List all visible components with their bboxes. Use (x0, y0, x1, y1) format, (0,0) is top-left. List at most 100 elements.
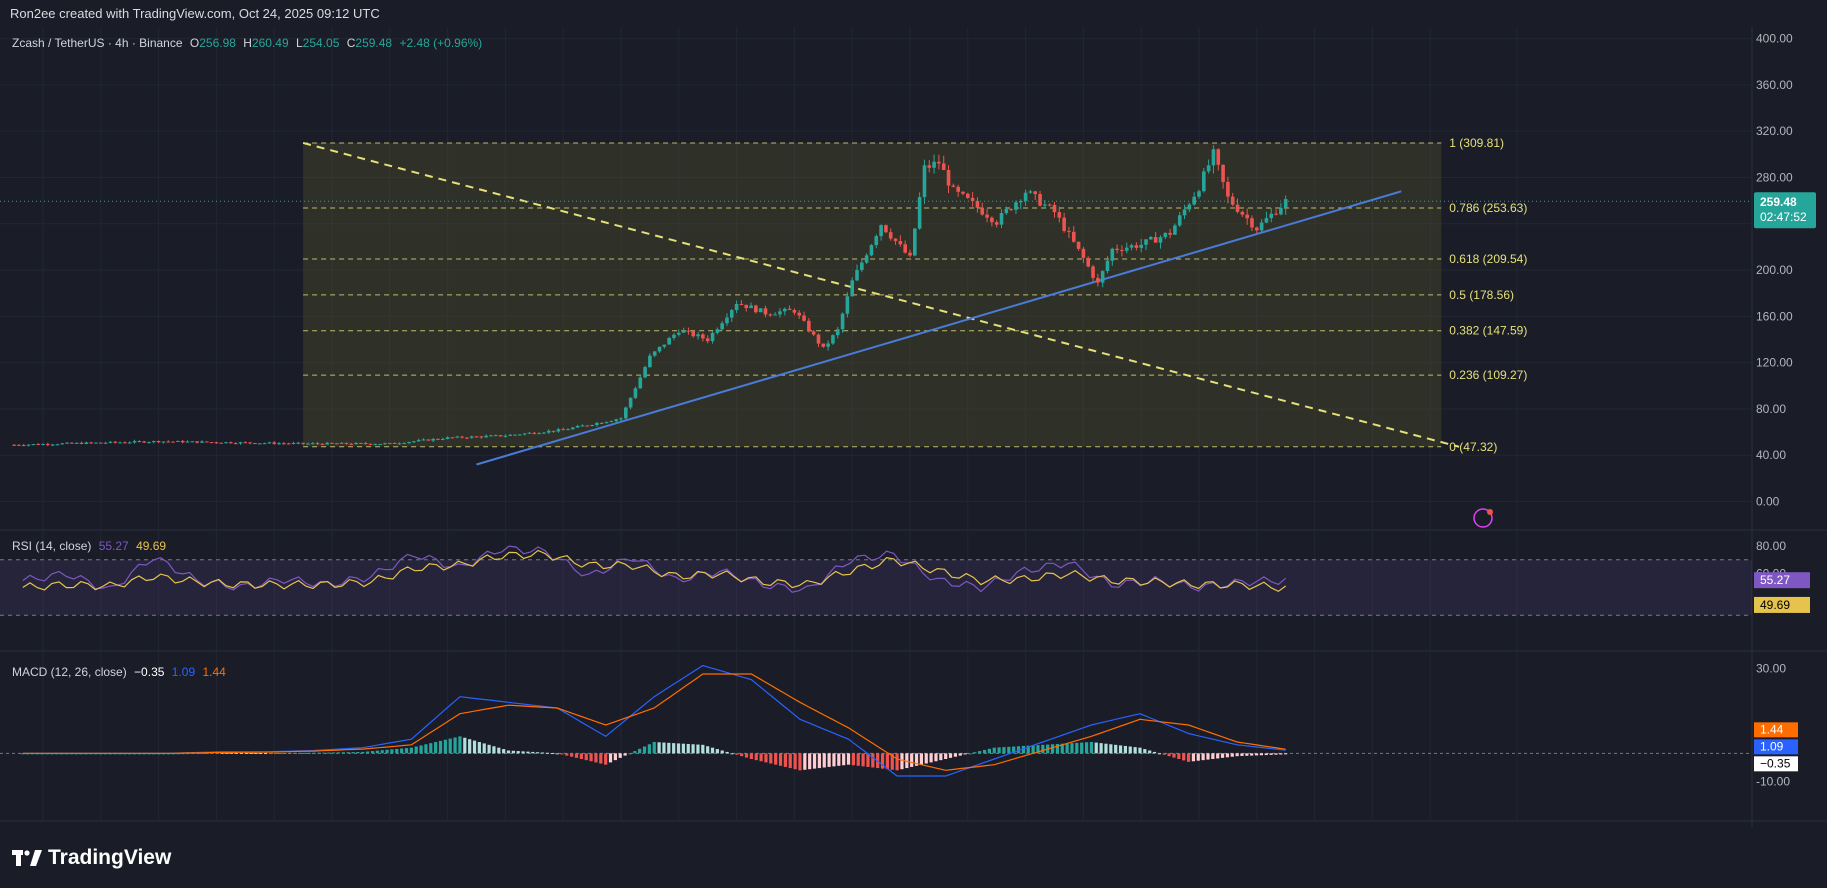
macd-histogram-bar (808, 753, 812, 770)
macd-histogram-bar (293, 752, 297, 754)
macd-histogram-bar (919, 753, 923, 765)
macd-histogram-bar (395, 748, 399, 754)
candle-body (185, 441, 190, 443)
chart-area[interactable]: 400.00360.00320.00280.00240.00200.00160.… (0, 27, 1827, 827)
candle-body (1115, 248, 1119, 251)
candle-body (787, 308, 792, 311)
symbol-label[interactable]: Zcash / TetherUS · 4h · Binance (12, 36, 183, 50)
macd-histogram-bar (336, 752, 341, 754)
macd-histogram-bar (822, 753, 826, 768)
macd-histogram-bar (633, 751, 637, 754)
candle-body (1182, 209, 1187, 216)
macd-histogram-bar (832, 753, 836, 767)
price-tick-label: 200.00 (1756, 263, 1793, 277)
candle-body (277, 443, 281, 445)
candle-body (1283, 199, 1288, 208)
macd-histogram-bar (404, 748, 409, 754)
candle-body (315, 443, 320, 445)
candle-body (1067, 230, 1071, 232)
macd-histogram-bar (380, 750, 384, 754)
macd-histogram-bar (516, 751, 520, 754)
signal-value: 1.44 (202, 665, 226, 679)
candle-body (204, 441, 209, 443)
macd-histogram-bar (468, 739, 472, 754)
candle-body (1086, 257, 1091, 267)
macd-histogram-bar (885, 753, 889, 770)
macd-histogram-bar (676, 743, 681, 754)
macd-histogram-bar (1031, 745, 1035, 754)
macd-histogram-bar (1177, 753, 1181, 759)
candle-body (941, 163, 946, 171)
macd-histogram-bar (691, 744, 695, 754)
candle-body (884, 225, 888, 233)
candle-body (176, 440, 180, 442)
fib-level-label: 0.382 (147.59) (1449, 324, 1527, 338)
candle-body (84, 442, 89, 444)
candle-body (1264, 218, 1269, 223)
macd-histogram-bar (220, 752, 224, 754)
macd-histogram-bar (973, 752, 977, 754)
candle-body (282, 443, 286, 445)
macd-histogram-bar (1007, 746, 1011, 754)
candle-body (561, 429, 565, 431)
candle-body (1071, 231, 1076, 242)
candle-body (1120, 250, 1124, 252)
candle-body (118, 442, 122, 444)
macd-histogram-bar (1089, 742, 1094, 754)
macd-histogram-bar (604, 753, 608, 765)
tradingview-logo[interactable]: TradingView (12, 846, 171, 870)
candle-body (624, 407, 628, 419)
macd-histogram-bar (803, 753, 807, 770)
macd-histogram-bar (225, 752, 229, 754)
macd-value-flag (1754, 722, 1798, 738)
rsi-label[interactable]: RSI (14, close) (12, 539, 92, 553)
rsi-tick-label: 80.00 (1756, 539, 1786, 553)
candle-body (214, 442, 219, 444)
candle-body (113, 441, 118, 443)
macd-histogram-bar (273, 752, 277, 754)
candle-body (359, 442, 363, 444)
macd-histogram-bar (939, 753, 943, 761)
macd-histogram-bar (264, 753, 268, 755)
price-tick-label: 280.00 (1756, 170, 1793, 184)
macd-histogram-bar (880, 753, 885, 769)
candle-body (1187, 204, 1192, 210)
candle-body (219, 442, 224, 444)
macd-histogram-bar (579, 753, 583, 759)
candle-body (455, 436, 460, 438)
candle-body (397, 443, 402, 445)
macd-histogram-bar (1264, 753, 1268, 756)
candle-body (407, 442, 411, 444)
candle-body (50, 444, 55, 446)
rsi-ma-flag-text: 49.69 (1760, 598, 1790, 612)
candle-body (151, 441, 156, 443)
candle-body (951, 185, 956, 187)
low-label: L (295, 36, 303, 50)
macd-histogram-bar (317, 752, 321, 754)
macd-histogram-bar (1274, 753, 1278, 755)
credit-text: Ron2ee created with TradingView.com, Oct… (10, 6, 380, 21)
candle-body (595, 422, 599, 426)
macd-histogram-bar (1235, 753, 1239, 757)
chart-canvas[interactable]: 400.00360.00320.00280.00240.00200.00160.… (0, 27, 1827, 827)
macd-histogram-bar (570, 753, 574, 757)
macd-histogram-bar (521, 751, 525, 754)
candle-body (1043, 204, 1047, 206)
macd-histogram-bar (390, 749, 394, 754)
high-value: 260.49 (251, 36, 289, 50)
macd-histogram-bar (987, 748, 991, 754)
macd-histogram-bar (1050, 744, 1055, 754)
candle-body (768, 314, 773, 316)
macd-histogram-bar (667, 742, 671, 754)
macd-histogram-bar (472, 740, 477, 754)
macd-histogram-bar (1196, 753, 1200, 761)
macd-label[interactable]: MACD (12, 26, close) (12, 665, 127, 679)
macd-histogram-bar (647, 744, 651, 754)
macd-histogram-bar (1167, 753, 1171, 757)
descending-dashed-line (302, 141, 1460, 448)
macd-histogram-bar (351, 752, 355, 754)
candle-body (79, 442, 84, 444)
macd-tick-label: -10.00 (1756, 775, 1790, 789)
candle-body (990, 217, 994, 223)
macd-histogram-bar (186, 753, 190, 755)
